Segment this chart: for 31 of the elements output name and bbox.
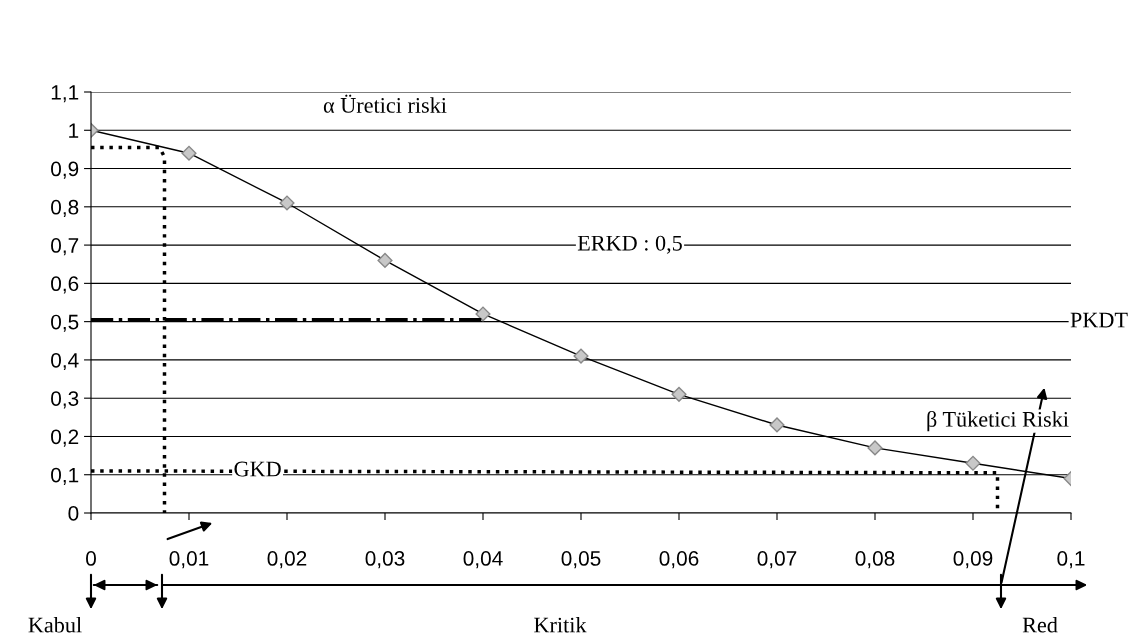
- annotation: ERKD : 0,5: [577, 235, 682, 254]
- x-tick-label: 0,08: [855, 551, 895, 569]
- annotation: PKDT: [1070, 312, 1128, 328]
- y-tick-label: 0: [68, 506, 79, 521]
- x-tick-label: 0,05: [561, 551, 601, 569]
- y-tick-label: 0,1: [51, 467, 79, 485]
- y-tick-label: 0,9: [51, 161, 79, 179]
- text: Red: [1022, 616, 1058, 633]
- y-tick-label: 0,7: [51, 238, 79, 256]
- y-tick-label: 1: [69, 123, 79, 138]
- y-tick-label: 0,5: [51, 314, 79, 332]
- y-tick-label: 0,2: [51, 429, 79, 447]
- x-tick-label: 0,03: [365, 551, 405, 569]
- annotation: α Üretici riski: [323, 94, 447, 113]
- x-tick-label: 0,1: [1057, 551, 1085, 569]
- x-tick-label: 0,07: [757, 551, 797, 569]
- x-tick-label: 0,01: [169, 551, 209, 569]
- x-tick-label: 0,09: [953, 551, 993, 569]
- x-tick-label: 0,04: [463, 551, 503, 569]
- annotation: β Tüketici Riski: [927, 410, 1069, 432]
- y-tick-label: 0,6: [51, 276, 79, 294]
- y-tick-label: 0,4: [51, 352, 79, 371]
- y-tick-label: 1,1: [51, 85, 79, 103]
- x-tick-label: 0: [86, 551, 96, 566]
- y-tick-label: 0,8: [51, 199, 79, 218]
- text: Kritik: [534, 616, 587, 633]
- annotation: GKD: [234, 461, 281, 477]
- y-tick-label: 0,3: [51, 391, 79, 409]
- text: Kabul: [28, 616, 82, 633]
- x-tick-label: 0,02: [267, 551, 307, 569]
- x-tick-label: 0,06: [659, 551, 699, 569]
